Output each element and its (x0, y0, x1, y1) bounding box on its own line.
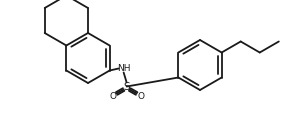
Text: O: O (137, 92, 144, 101)
Text: O: O (109, 92, 116, 101)
Text: NH: NH (117, 64, 130, 73)
Text: S: S (123, 81, 130, 91)
